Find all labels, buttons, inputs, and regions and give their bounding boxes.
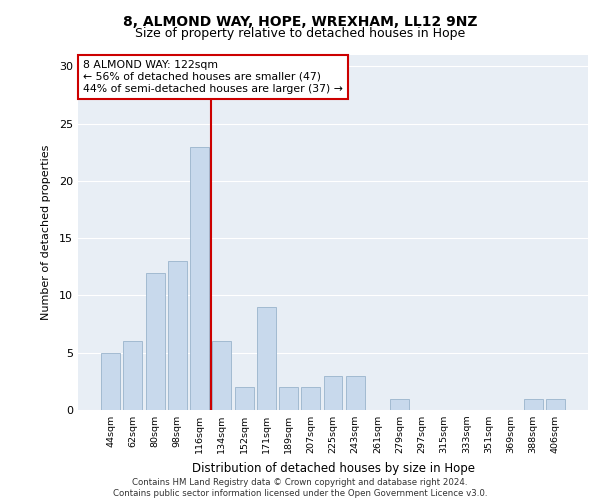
Bar xyxy=(323,376,343,410)
Bar xyxy=(212,342,231,410)
Text: Contains HM Land Registry data © Crown copyright and database right 2024.
Contai: Contains HM Land Registry data © Crown c… xyxy=(113,478,487,498)
Bar xyxy=(279,387,298,410)
Bar xyxy=(190,146,209,410)
Bar xyxy=(235,387,254,410)
Text: 8 ALMOND WAY: 122sqm
← 56% of detached houses are smaller (47)
44% of semi-detac: 8 ALMOND WAY: 122sqm ← 56% of detached h… xyxy=(83,60,343,94)
Bar xyxy=(524,398,542,410)
Text: Size of property relative to detached houses in Hope: Size of property relative to detached ho… xyxy=(135,28,465,40)
Bar xyxy=(346,376,365,410)
Bar xyxy=(146,272,164,410)
Bar xyxy=(168,261,187,410)
Bar xyxy=(546,398,565,410)
Bar xyxy=(257,307,276,410)
Bar xyxy=(101,352,120,410)
Text: 8, ALMOND WAY, HOPE, WREXHAM, LL12 9NZ: 8, ALMOND WAY, HOPE, WREXHAM, LL12 9NZ xyxy=(123,15,477,29)
Y-axis label: Number of detached properties: Number of detached properties xyxy=(41,145,50,320)
Bar xyxy=(124,342,142,410)
Bar xyxy=(390,398,409,410)
Bar xyxy=(301,387,320,410)
X-axis label: Distribution of detached houses by size in Hope: Distribution of detached houses by size … xyxy=(191,462,475,475)
